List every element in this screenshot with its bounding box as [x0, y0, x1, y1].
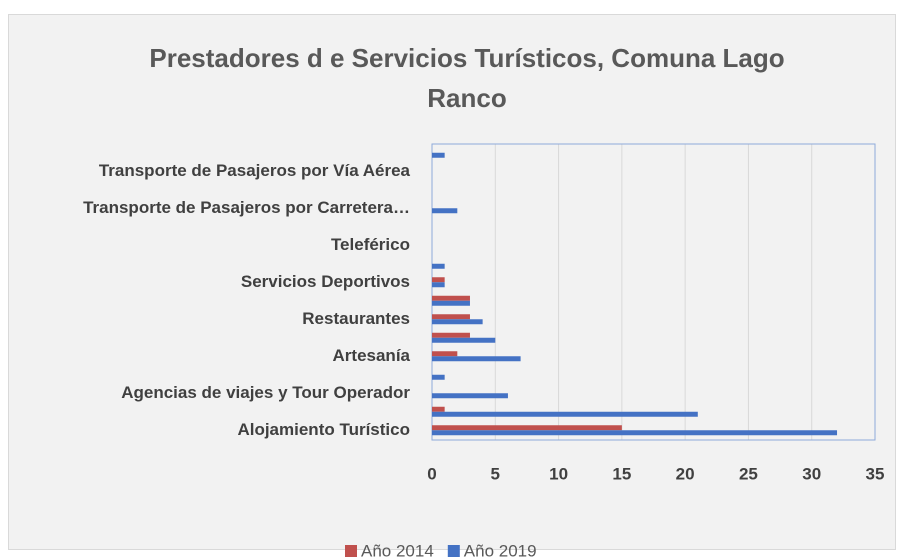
- bar: [432, 282, 445, 288]
- legend-swatch: [345, 545, 357, 557]
- bar: [432, 337, 496, 343]
- bar: [432, 295, 470, 301]
- bar: [432, 393, 508, 399]
- legend-label: Año 2019: [464, 541, 537, 559]
- plot-border: [431, 143, 876, 441]
- y-tick-label: Transporte de Pasajeros por Carretera…: [83, 198, 410, 217]
- chart-title: Prestadores d e Servicios Turísticos, Co…: [149, 43, 785, 113]
- x-tick-label: 5: [491, 464, 500, 483]
- x-tick-label: 25: [739, 464, 758, 483]
- x-tick-label: 15: [612, 464, 631, 483]
- x-tick-label: 10: [549, 464, 568, 483]
- bar: [432, 319, 483, 325]
- y-tick-label: Teleférico: [331, 235, 410, 254]
- bar: [432, 314, 470, 320]
- y-tick-label: Agencias de viajes y Tour Operador: [121, 383, 410, 402]
- bar: [432, 425, 622, 431]
- bar: [432, 332, 470, 338]
- bar: [432, 351, 458, 357]
- legend-label: Año 2014: [361, 541, 434, 559]
- x-tick-label: 30: [802, 464, 821, 483]
- y-tick-label: Servicios Deportivos: [241, 272, 410, 291]
- x-tick-label: 35: [866, 464, 885, 483]
- bar: [432, 152, 445, 158]
- bar: [432, 430, 838, 436]
- x-tick-label: 0: [427, 464, 436, 483]
- bar: [432, 277, 445, 283]
- y-tick-label: Alojamiento Turístico: [237, 420, 410, 439]
- legend-swatch: [447, 545, 460, 557]
- bar: [432, 374, 445, 380]
- y-tick-label: Artesanía: [333, 346, 411, 365]
- bar: [432, 356, 521, 362]
- bar: [432, 263, 445, 269]
- y-tick-label: Transporte de Pasajeros por Vía Aérea: [99, 161, 411, 180]
- y-tick-label: Restaurantes: [302, 309, 410, 328]
- bar: [432, 411, 698, 417]
- bar: [432, 300, 470, 306]
- x-tick-label: 20: [676, 464, 695, 483]
- bar: [432, 406, 445, 412]
- bar: [432, 208, 458, 214]
